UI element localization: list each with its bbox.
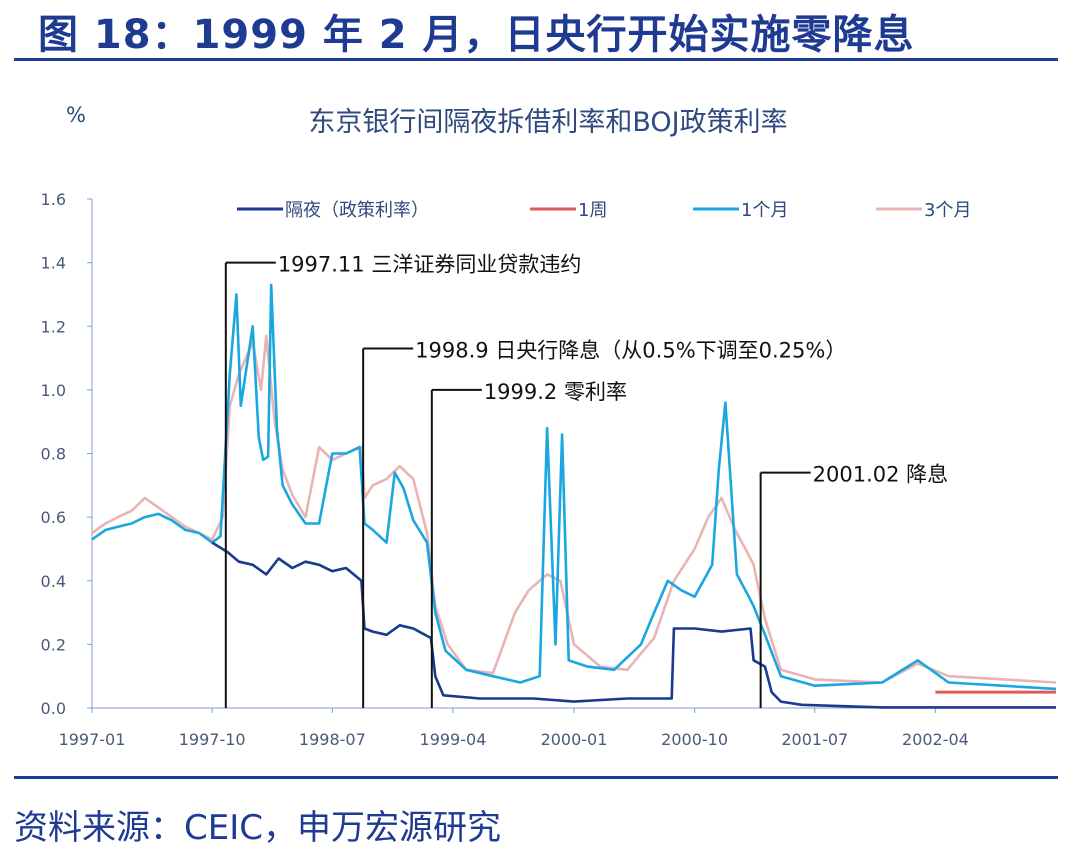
y-tick-label: 1.0 <box>41 381 66 400</box>
x-tick-label: 2001-07 <box>781 730 848 749</box>
x-tick-label: 1999-04 <box>420 730 487 749</box>
source-divider <box>14 776 1058 779</box>
y-axis-label: % <box>66 103 86 127</box>
annotation-label: 1999.2 零利率 <box>484 380 627 404</box>
legend-label: 3个月 <box>924 200 971 221</box>
series-line-1 <box>211 541 1056 709</box>
y-tick-label: 0.0 <box>41 699 66 718</box>
legend-label: 1个月 <box>741 200 788 221</box>
chart-title: 东京银行间隔夜拆借利率和BOJ政策利率 <box>308 107 787 138</box>
legend-label: 1周 <box>578 200 607 221</box>
legend-label: 隔夜（政策利率） <box>285 200 429 221</box>
x-tick-label: 1997-01 <box>59 730 126 749</box>
x-tick-label: 1997-10 <box>179 730 246 749</box>
y-tick-label: 0.4 <box>41 572 66 591</box>
y-tick-label: 1.6 <box>41 190 66 209</box>
chart-ticks: 0.0 0.2 0.4 0.6 0.8 1.0 1.2 1.4 1.6 1997-01 1997-1… <box>41 190 969 749</box>
y-tick-label: 1.4 <box>41 254 66 273</box>
x-tick-label: 1998-07 <box>299 730 366 749</box>
chart-legend: 隔夜（政策利率） 1周 1个月 3个月 <box>237 200 971 221</box>
y-tick-label: 0.2 <box>41 635 66 654</box>
figure-title: 图 18：1999 年 2 月，日央行开始实施零降息 <box>38 12 915 58</box>
y-tick-label: 0.8 <box>41 445 66 464</box>
rate-chart: 东京银行间隔夜拆借利率和BOJ政策利率 % 0.0 0.2 0.4 0.6 0.8 1.0… <box>41 103 1057 749</box>
title-divider <box>14 58 1058 61</box>
y-tick-label: 0.6 <box>41 508 66 527</box>
annotation-label: 1997.11 三洋证券同业贷款违约 <box>278 253 582 277</box>
source-note: 资料来源：CEIC，申万宏源研究 <box>14 808 501 848</box>
chart-annotations: 1997.11 三洋证券同业贷款违约 1998.9 日央行降息（从0.5%下调至0… <box>224 253 949 708</box>
x-tick-label: 2000-01 <box>541 730 608 749</box>
annotation-label: 2001.02 降息 <box>813 463 949 487</box>
x-tick-label: 2000-10 <box>661 730 728 749</box>
y-tick-label: 1.2 <box>41 317 66 336</box>
x-tick-label: 2002-04 <box>902 730 969 749</box>
annotation-label: 1998.9 日央行降息（从0.5%下调至0.25%） <box>415 339 846 363</box>
